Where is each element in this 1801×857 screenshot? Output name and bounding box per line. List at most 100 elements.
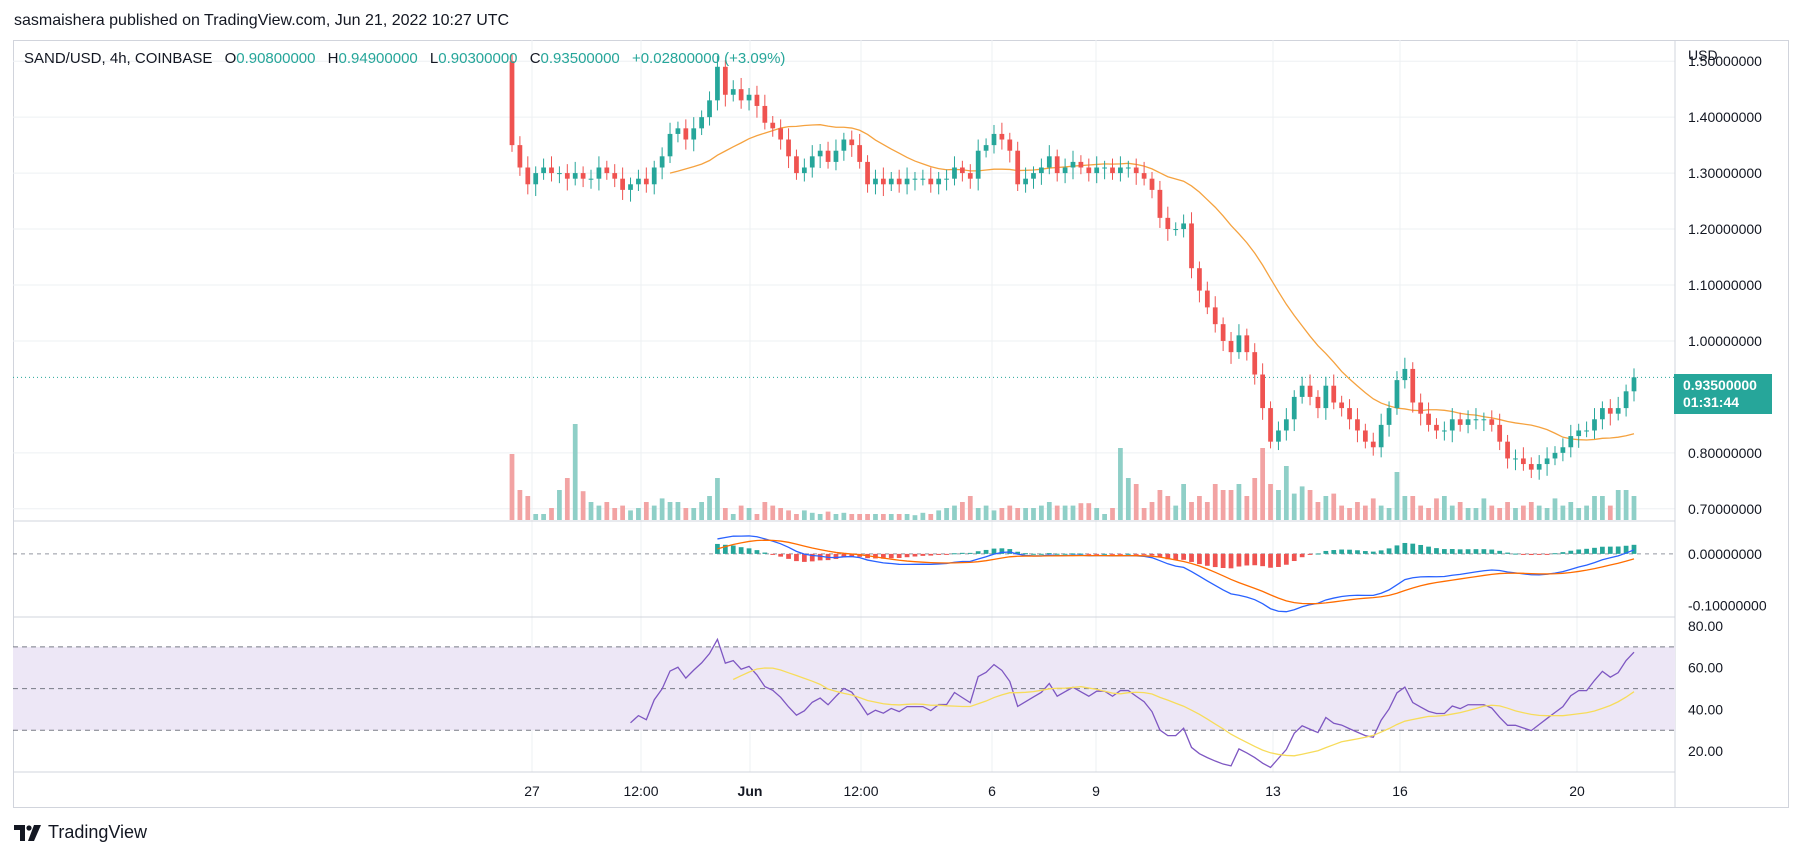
macd-histogram-bar	[999, 548, 1005, 554]
macd-histogram-bar	[873, 553, 878, 559]
volume-bar	[778, 508, 784, 520]
volume-bar	[960, 502, 965, 520]
candle-body	[707, 100, 712, 118]
volume-bar	[1568, 502, 1574, 520]
volume-bar	[1141, 508, 1147, 520]
macd-histogram-bar	[1331, 550, 1337, 554]
macd-histogram-bar	[1039, 553, 1044, 555]
candle-body	[1544, 458, 1550, 465]
volume-bar	[762, 502, 768, 520]
candle-body	[1062, 167, 1068, 174]
volume-bar	[517, 490, 523, 520]
candle-body	[1149, 178, 1155, 190]
candle-body	[1212, 307, 1218, 325]
candle-body	[746, 94, 752, 101]
volume-bar	[549, 508, 554, 520]
candle-body	[667, 133, 673, 157]
volume-bar	[1339, 505, 1345, 520]
macd-histogram-bar	[1125, 553, 1131, 555]
volume-bar	[754, 514, 760, 520]
candle-body	[604, 167, 610, 174]
candle-body	[691, 128, 697, 140]
volume-bar	[596, 505, 602, 520]
time-tick-label: 13	[1265, 783, 1281, 799]
macd-histogram-bar	[888, 553, 894, 559]
volume-bar	[1473, 508, 1479, 520]
macd-histogram-bar	[1133, 553, 1139, 555]
candle-body	[683, 128, 689, 140]
macd-histogram-bar	[1592, 547, 1597, 554]
volume-bar	[801, 510, 807, 520]
volume-bar	[1133, 484, 1139, 520]
macd-histogram-bar	[730, 545, 736, 554]
time-tick-label: 9	[1092, 783, 1100, 799]
volume-bar	[580, 491, 586, 520]
volume-bar	[1244, 496, 1250, 520]
volume-bar	[817, 514, 823, 520]
macd-histogram-bar	[912, 553, 918, 557]
macd-histogram-bar	[1062, 553, 1068, 555]
candle-body	[549, 167, 554, 174]
volume-bar	[983, 505, 989, 520]
candle-body	[841, 139, 847, 151]
candle-body	[1465, 419, 1471, 425]
volume-bar	[912, 515, 918, 520]
volume-bar	[1118, 448, 1123, 520]
macd-histogram-bar	[801, 553, 807, 562]
macd-histogram-bar	[1434, 548, 1439, 554]
candle-body	[572, 173, 578, 179]
time-tick-label: 12:00	[843, 783, 878, 799]
volume-bar	[1189, 502, 1194, 520]
volume-bar	[1173, 505, 1179, 520]
candle-body	[588, 178, 594, 180]
volume-bar	[952, 505, 957, 520]
macd-histogram-bar	[1449, 549, 1455, 554]
macd-histogram-bar	[1157, 553, 1163, 558]
candle-body	[612, 173, 618, 179]
candle-body	[1576, 430, 1582, 437]
volume-bar	[1181, 484, 1186, 520]
macd-histogram-bar	[1552, 553, 1558, 555]
volume-bar	[1268, 484, 1273, 520]
candle-body	[1378, 424, 1384, 448]
volume-bar	[1513, 508, 1518, 520]
volume-bar	[1039, 505, 1044, 520]
candle-body	[1362, 430, 1368, 442]
volume-bar	[1062, 505, 1068, 520]
candle-body	[1536, 464, 1542, 470]
volume-bar	[715, 478, 720, 520]
candle-body	[525, 167, 531, 185]
candle-body	[1276, 430, 1281, 442]
macd-histogram-bar	[1299, 553, 1305, 558]
rsi-layer	[13, 637, 1675, 769]
macd-histogram-bar	[1457, 549, 1463, 554]
macd-histogram-bar	[1181, 553, 1186, 560]
macd-histogram-bar	[1023, 553, 1028, 555]
candle-body	[509, 61, 515, 146]
price-tick-label: 1.50000000	[1688, 53, 1762, 69]
macd-histogram-bar	[1189, 553, 1194, 562]
candle-body	[580, 173, 586, 179]
candle-body	[1418, 402, 1424, 414]
macd-histogram-bar	[1600, 546, 1605, 554]
macd-histogram-bar	[786, 553, 791, 559]
volume-bar	[833, 514, 839, 520]
candle-body	[1220, 324, 1226, 341]
volume-bar	[857, 514, 863, 520]
brand[interactable]: TradingView	[14, 822, 147, 843]
candle-body	[715, 66, 720, 101]
macd-histogram-bar	[794, 553, 799, 562]
high-value: 0.94900000	[338, 50, 418, 67]
macd-histogram-bar	[880, 553, 886, 559]
macd-histogram-bar	[1402, 542, 1408, 554]
macd-histogram-bar	[920, 553, 926, 556]
volume-bar	[1434, 498, 1439, 520]
candle-body	[975, 150, 981, 179]
macd-histogram-bar	[1197, 553, 1202, 565]
candle-body	[1615, 408, 1621, 414]
candle-body	[1528, 464, 1534, 470]
macd-histogram-bar	[1252, 553, 1258, 566]
macd-histogram-bar	[1410, 543, 1416, 554]
volume-bar	[991, 510, 997, 520]
